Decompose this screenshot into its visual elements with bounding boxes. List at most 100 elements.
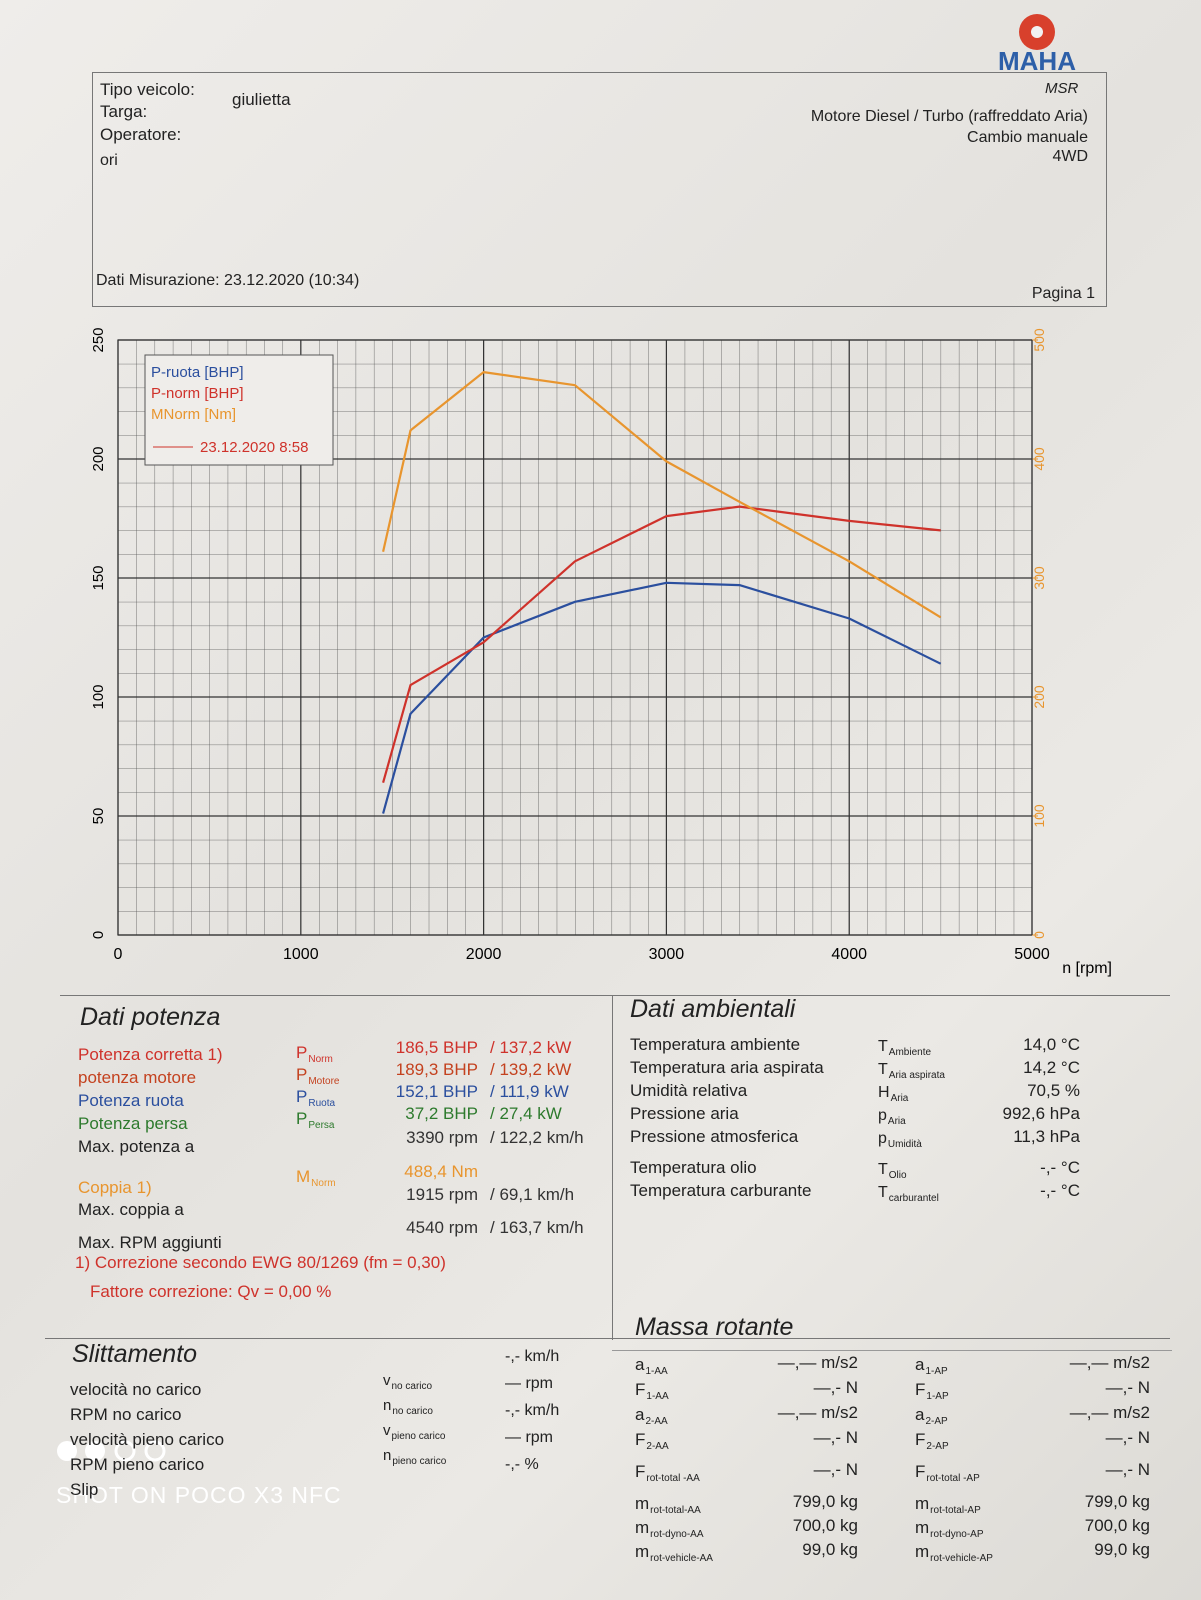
slip-title: Slittamento — [72, 1340, 198, 1368]
symbol-sub: rot-vehicle-AP — [930, 1553, 993, 1564]
series-line — [382, 371, 942, 619]
symbol-main: m — [915, 1494, 930, 1513]
symbol-main: a — [915, 1355, 925, 1374]
symbol-main: a — [635, 1355, 645, 1374]
section-rule-3 — [612, 1350, 1172, 1351]
mass-value: —,— m/s2 — [1069, 1353, 1150, 1372]
symbol-sub: 2-AP — [925, 1416, 948, 1427]
symbol-main: F — [915, 1380, 926, 1399]
power-value: 1915 rpm — [406, 1185, 478, 1204]
symbol: PRuota — [296, 1087, 335, 1109]
symbol: PMotore — [296, 1065, 339, 1087]
symbol-main: F — [635, 1430, 646, 1449]
ambient-value: 11,3 hPa — [1013, 1127, 1080, 1146]
power-value2: / 137,2 kW — [490, 1038, 572, 1057]
y-tick-label: 250 — [90, 327, 107, 352]
power-value2: / 122,2 km/h — [490, 1128, 584, 1147]
ambient-label: Pressione atmosferica — [630, 1127, 799, 1146]
symbol-sub: Motore — [308, 1076, 340, 1087]
frame-left — [92, 72, 93, 307]
symbol: PNorm — [296, 1043, 333, 1065]
slip-value: -,- km/h — [505, 1402, 560, 1419]
symbol-sub: 1-AP — [926, 1391, 949, 1402]
power-value2: / 27,4 kW — [490, 1104, 562, 1123]
vehicle: giulietta — [232, 90, 291, 109]
symbol-sub: Norm — [311, 1178, 336, 1189]
symbol-sub: Aria aspirata — [888, 1070, 945, 1081]
mass-value: 799,0 kg — [792, 1492, 858, 1511]
section-divider — [612, 995, 613, 1340]
slip-value: — rpm — [505, 1429, 553, 1446]
ambient-value: 14,0 °C — [1023, 1035, 1080, 1054]
x-axis-label: n [rpm] — [1062, 960, 1112, 977]
frame-top — [92, 72, 1107, 73]
power-title: Dati potenza — [80, 1003, 221, 1031]
camera-dots — [55, 1438, 195, 1469]
symbol-main: P — [296, 1087, 308, 1106]
ambient-label: Umidità relativa — [630, 1081, 748, 1100]
plate-label: Targa: — [100, 102, 148, 121]
symbol: a1-AA — [635, 1355, 668, 1377]
x-tick-label: 3000 — [649, 946, 685, 963]
y2-tick-label: 500 — [1031, 328, 1047, 352]
footnote: Fattore correzione: Qv = 0,00 % — [90, 1282, 332, 1301]
symbol-main: a — [915, 1405, 925, 1424]
mass-value: —,- N — [1105, 1460, 1150, 1479]
symbol-sub: 2-AP — [926, 1441, 949, 1452]
ambient-value: 14,2 °C — [1023, 1058, 1080, 1077]
symbol-main: v — [383, 1422, 391, 1439]
symbol: Frot-total -AA — [635, 1462, 700, 1484]
power-value: 4540 rpm — [406, 1218, 478, 1237]
slip-value: -,- % — [505, 1456, 539, 1473]
y2-tick-label: 400 — [1031, 447, 1047, 471]
page-number: Pagina 1 — [1031, 285, 1095, 302]
symbol-sub: Aria — [887, 1116, 906, 1127]
legend-entry: P-norm [BHP] — [151, 385, 244, 402]
symbol-sub: Ruota — [308, 1098, 336, 1109]
note: ori — [100, 152, 118, 169]
power-value2: / 139,2 kW — [490, 1060, 572, 1079]
symbol: nno carico — [383, 1397, 433, 1417]
symbol: vno carico — [383, 1372, 432, 1392]
symbol: TAmbiente — [878, 1038, 931, 1058]
symbol-main: p — [878, 1107, 887, 1124]
symbol: F1-AP — [915, 1380, 949, 1402]
y-tick-label: 100 — [90, 684, 107, 709]
engine: Motore Diesel / Turbo (raffreddato Aria) — [810, 108, 1088, 125]
mass-value: 99,0 kg — [802, 1540, 858, 1559]
symbol-main: m — [635, 1494, 650, 1513]
ambient-label: Temperatura carburante — [630, 1181, 812, 1200]
section-rule-2 — [45, 1338, 1170, 1339]
slip-value: -,- km/h — [505, 1348, 560, 1365]
symbol: MNorm — [296, 1167, 336, 1189]
symbol-sub: 1-AA — [646, 1391, 669, 1402]
power-label: Max. potenza a — [78, 1137, 195, 1156]
symbol-sub: Norm — [308, 1054, 333, 1065]
mass-value: 99,0 kg — [1094, 1540, 1150, 1559]
symbol: mrot-vehicle-AA — [635, 1542, 713, 1564]
symbol: F1-AA — [635, 1380, 669, 1402]
legend-note: 23.12.2020 8:58 — [200, 439, 308, 456]
symbol: a1-AP — [915, 1355, 948, 1377]
power-value: 189,3 BHP — [395, 1060, 478, 1079]
mass-value: —,- N — [813, 1378, 858, 1397]
power-value: 488,4 Nm — [404, 1162, 478, 1181]
power-value2: / 69,1 km/h — [490, 1185, 575, 1204]
symbol: vpieno carico — [383, 1422, 445, 1442]
symbol: mrot-vehicle-AP — [915, 1542, 993, 1564]
mass-value: 700,0 kg — [1084, 1516, 1150, 1535]
symbol-sub: pieno carico — [392, 1456, 447, 1467]
symbol: a2-AP — [915, 1405, 948, 1427]
symbol-main: m — [915, 1542, 930, 1561]
symbol-main: M — [296, 1167, 311, 1186]
logo: MAHA — [998, 14, 1076, 74]
mass-value: —,— m/s2 — [777, 1403, 858, 1422]
drive: 4WD — [1052, 148, 1088, 165]
symbol-sub: Ambiente — [888, 1047, 932, 1058]
dot — [144, 1440, 166, 1462]
symbol: a2-AA — [635, 1405, 668, 1427]
slip-value: — rpm — [505, 1375, 553, 1392]
symbol-sub: pieno carico — [391, 1431, 446, 1442]
